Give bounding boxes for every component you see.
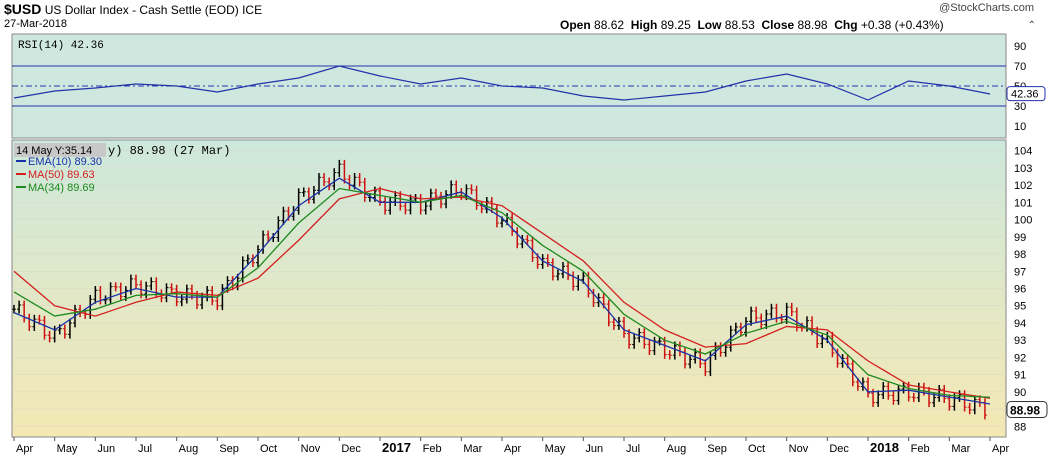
- chart-header: $USD US Dollar Index - Cash Settle (EOD)…: [4, 1, 262, 17]
- rsi-y-tick-label: 10: [1014, 121, 1026, 133]
- price-y-tick-label: 102: [1014, 180, 1032, 192]
- x-tick-label: Jul: [626, 443, 640, 455]
- price-y-tick-label: 93: [1014, 335, 1026, 347]
- rsi-label-bg: [16, 37, 156, 51]
- rsi-y-tick-label: 90: [1014, 41, 1026, 53]
- legend-entry: EMA(10) 89.30: [28, 156, 102, 168]
- x-tick-label: Oct: [748, 443, 765, 455]
- price-y-tick-label: 95: [1014, 301, 1026, 313]
- price-y-tick-label: 92: [1014, 352, 1026, 364]
- price-y-tick-label: 96: [1014, 284, 1026, 296]
- x-tick-label: May: [57, 443, 78, 455]
- price-y-tick-label: 94: [1014, 318, 1026, 330]
- price-y-tick-label: 88: [1014, 421, 1026, 433]
- x-tick-label: Mar: [463, 443, 482, 455]
- price-y-tick-label: 90: [1014, 387, 1026, 399]
- rsi-y-tick-label: 70: [1014, 61, 1026, 73]
- ma-line-3: [13, 187, 991, 398]
- x-tick-label: Nov: [789, 443, 809, 455]
- x-tick-label: May: [545, 443, 566, 455]
- price-y-tick-label: 101: [1014, 197, 1032, 209]
- x-tick-label: Apr: [16, 443, 33, 455]
- price-y-tick-label: 99: [1014, 232, 1026, 244]
- rsi-current-value-badge: [1006, 86, 1046, 102]
- x-tick-label: Oct: [260, 443, 277, 455]
- x-tick-label: Apr: [504, 443, 521, 455]
- low-label: Low: [697, 18, 722, 32]
- high-value: 89.25: [660, 18, 691, 32]
- x-tick-label: 2017: [382, 440, 411, 455]
- chg-value: +0.38 (+0.43%): [860, 18, 944, 32]
- x-tick-label: Jun: [97, 443, 115, 455]
- instrument-name: US Dollar Index - Cash Settle (EOD) ICE: [44, 3, 263, 17]
- x-tick-label: Dec: [341, 443, 361, 455]
- x-tick-label: Jun: [585, 443, 603, 455]
- rsi-label: RSI(14) 42.36: [18, 40, 104, 52]
- price-y-tick-label: 103: [1014, 163, 1032, 175]
- brand: @StockCharts.com: [939, 2, 1034, 14]
- ma-line-2: [13, 187, 991, 399]
- open-label: Open: [560, 18, 591, 32]
- price-y-tick-label: 104: [1014, 146, 1032, 158]
- low-value: 88.53: [724, 18, 755, 32]
- ma-line-1: [13, 177, 991, 405]
- price-y-tick-label: 100: [1014, 215, 1032, 227]
- x-tick-label: Feb: [911, 443, 930, 455]
- chg-label: Chg: [834, 18, 858, 32]
- symbol: $USD: [4, 1, 42, 17]
- x-tick-label: Feb: [423, 443, 442, 455]
- x-tick-label: Jul: [138, 443, 152, 455]
- legend-entry: MA(50) 89.63: [28, 169, 95, 181]
- open-value: 88.62: [594, 18, 625, 32]
- last-price-label: 88.98: [1010, 403, 1040, 417]
- close-value: 88.98: [797, 18, 828, 32]
- x-tick-label: Dec: [829, 443, 849, 455]
- high-label: High: [630, 18, 658, 32]
- price-y-tick-label: 97: [1014, 266, 1026, 278]
- x-tick-label: Aug: [667, 443, 687, 455]
- tooltip-label: 14 May Y:35.14: [16, 145, 92, 157]
- price-label: y) 88.98 (27 Mar): [108, 144, 230, 158]
- x-tick-label: Apr: [992, 443, 1009, 455]
- x-tick-label: Sep: [707, 443, 727, 455]
- rsi-line: [13, 65, 991, 101]
- rsi-y-tick-label: 30: [1014, 101, 1026, 113]
- x-tick-label: 2018: [870, 440, 899, 455]
- x-tick-label: Mar: [951, 443, 970, 455]
- price-y-tick-label: 91: [1014, 370, 1026, 382]
- ohlc-readout: Open 88.62 High 89.25 Low 88.53 Close 88…: [560, 18, 944, 32]
- chart-date: 27-Mar-2018: [4, 18, 67, 30]
- tooltip-bg: [14, 143, 106, 157]
- close-label: Close: [761, 18, 795, 32]
- x-tick-label: Sep: [219, 443, 239, 455]
- rsi-current-value: 42.36: [1011, 89, 1039, 101]
- collapse-icon[interactable]: ⌃: [1027, 20, 1036, 31]
- last-price-badge: [1006, 400, 1048, 418]
- legend-entry: MA(34) 89.69: [28, 182, 95, 194]
- x-tick-label: Aug: [179, 443, 199, 455]
- x-tick-label: Nov: [301, 443, 321, 455]
- price-y-tick-label: 98: [1014, 249, 1026, 261]
